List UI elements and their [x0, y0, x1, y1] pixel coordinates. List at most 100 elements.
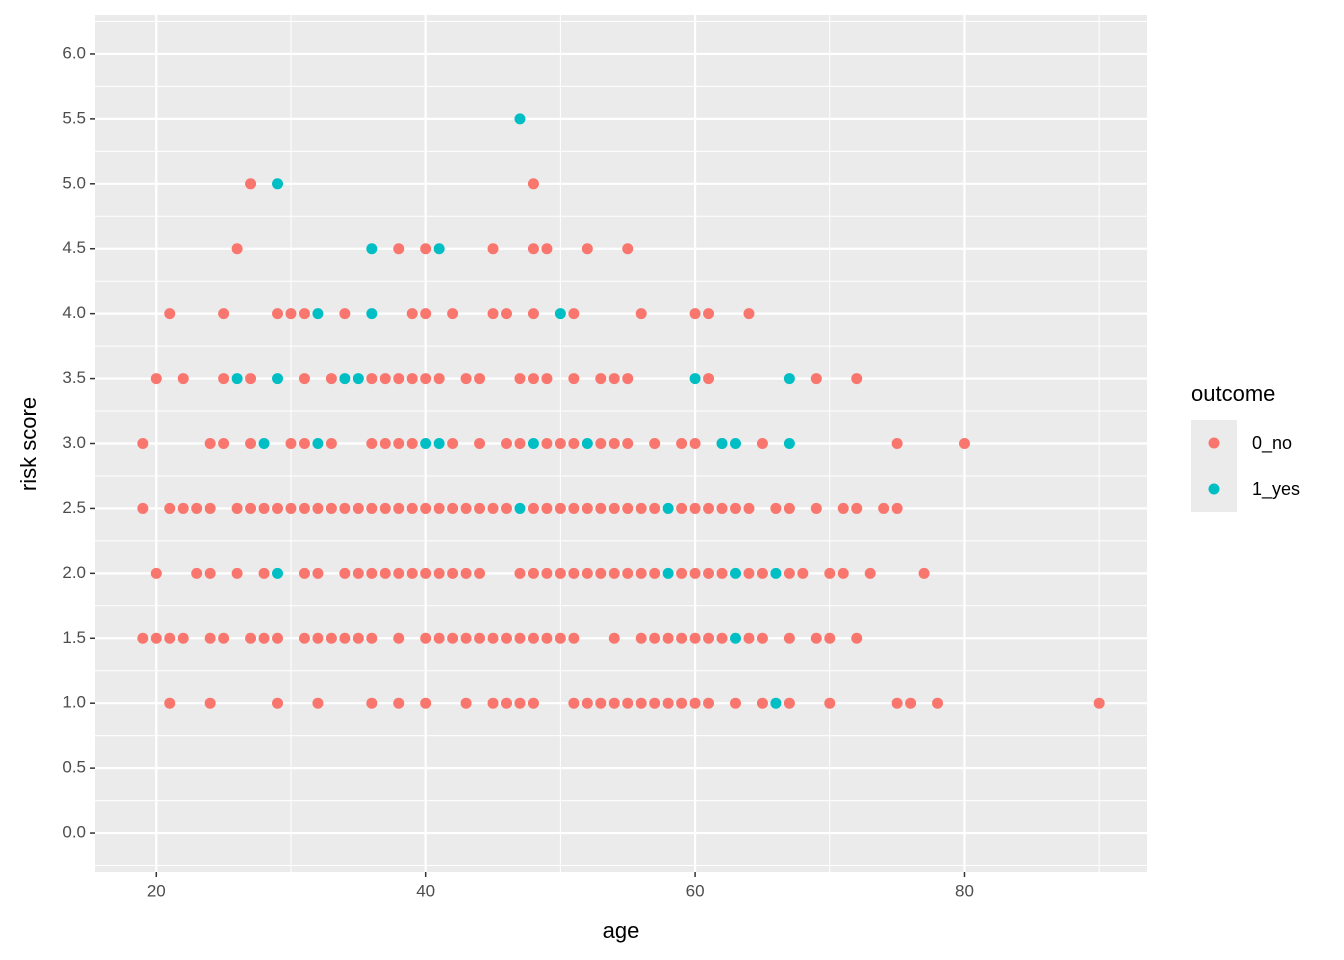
point — [891, 697, 903, 709]
point — [137, 632, 149, 644]
point — [245, 438, 257, 449]
point — [689, 567, 701, 579]
point — [541, 438, 553, 449]
point — [662, 697, 674, 709]
point — [164, 697, 176, 709]
point — [393, 438, 405, 449]
point — [756, 567, 768, 579]
point — [501, 438, 513, 449]
point — [487, 632, 499, 644]
point — [460, 697, 472, 709]
point — [608, 502, 620, 514]
point — [689, 697, 701, 709]
point — [622, 567, 634, 579]
point — [379, 567, 391, 579]
point — [554, 632, 566, 644]
point — [164, 632, 176, 644]
point — [339, 502, 351, 514]
point — [298, 632, 310, 644]
point — [420, 697, 432, 709]
point — [689, 438, 701, 449]
y-axis-title: risk score — [16, 397, 41, 491]
point — [514, 373, 526, 385]
point — [716, 567, 728, 579]
point — [366, 697, 378, 709]
point — [689, 632, 701, 644]
point — [527, 243, 539, 255]
point — [527, 308, 539, 320]
point — [460, 632, 472, 644]
point — [918, 567, 930, 579]
point — [810, 502, 822, 514]
point — [474, 567, 486, 579]
point — [595, 438, 607, 449]
point — [729, 438, 741, 449]
point — [541, 243, 553, 255]
point — [729, 567, 741, 579]
point — [622, 438, 634, 449]
point — [662, 632, 674, 644]
point — [783, 502, 795, 514]
point — [406, 438, 418, 449]
point — [285, 308, 297, 320]
point — [285, 438, 297, 449]
point — [460, 567, 472, 579]
point — [245, 502, 257, 514]
point — [743, 308, 755, 320]
point — [541, 632, 553, 644]
point — [433, 567, 445, 579]
point — [487, 697, 499, 709]
point — [958, 438, 970, 449]
point — [635, 567, 647, 579]
point — [851, 632, 863, 644]
point — [703, 632, 715, 644]
legend: 0_no 1_yes — [1191, 420, 1300, 512]
y-tick-label: 4.5 — [62, 238, 86, 257]
point — [837, 567, 849, 579]
point — [662, 567, 674, 579]
point — [851, 502, 863, 514]
point — [150, 373, 162, 385]
point — [218, 308, 230, 320]
point — [325, 502, 337, 514]
point — [581, 438, 593, 449]
point — [312, 502, 324, 514]
point — [514, 502, 526, 514]
point — [770, 697, 782, 709]
point — [608, 438, 620, 449]
point — [527, 178, 539, 190]
point — [527, 567, 539, 579]
point — [703, 373, 715, 385]
y-tick-label: 0.0 — [62, 823, 86, 842]
point — [312, 567, 324, 579]
legend-label: 1_yes — [1252, 479, 1300, 500]
point — [352, 373, 364, 385]
point — [783, 373, 795, 385]
point — [474, 632, 486, 644]
point — [433, 373, 445, 385]
point — [339, 373, 351, 385]
point — [729, 502, 741, 514]
legend-label: 0_no — [1252, 433, 1292, 454]
point — [433, 243, 445, 255]
point — [797, 567, 809, 579]
point — [379, 373, 391, 385]
point — [676, 502, 688, 514]
point — [352, 502, 364, 514]
point — [783, 697, 795, 709]
point — [622, 502, 634, 514]
point — [204, 502, 216, 514]
point — [258, 438, 270, 449]
point — [204, 438, 216, 449]
point — [191, 567, 203, 579]
point — [231, 567, 243, 579]
point — [689, 308, 701, 320]
point — [729, 697, 741, 709]
point — [554, 308, 566, 320]
point — [339, 632, 351, 644]
point — [649, 502, 661, 514]
point — [406, 373, 418, 385]
point — [312, 438, 324, 449]
point — [406, 502, 418, 514]
